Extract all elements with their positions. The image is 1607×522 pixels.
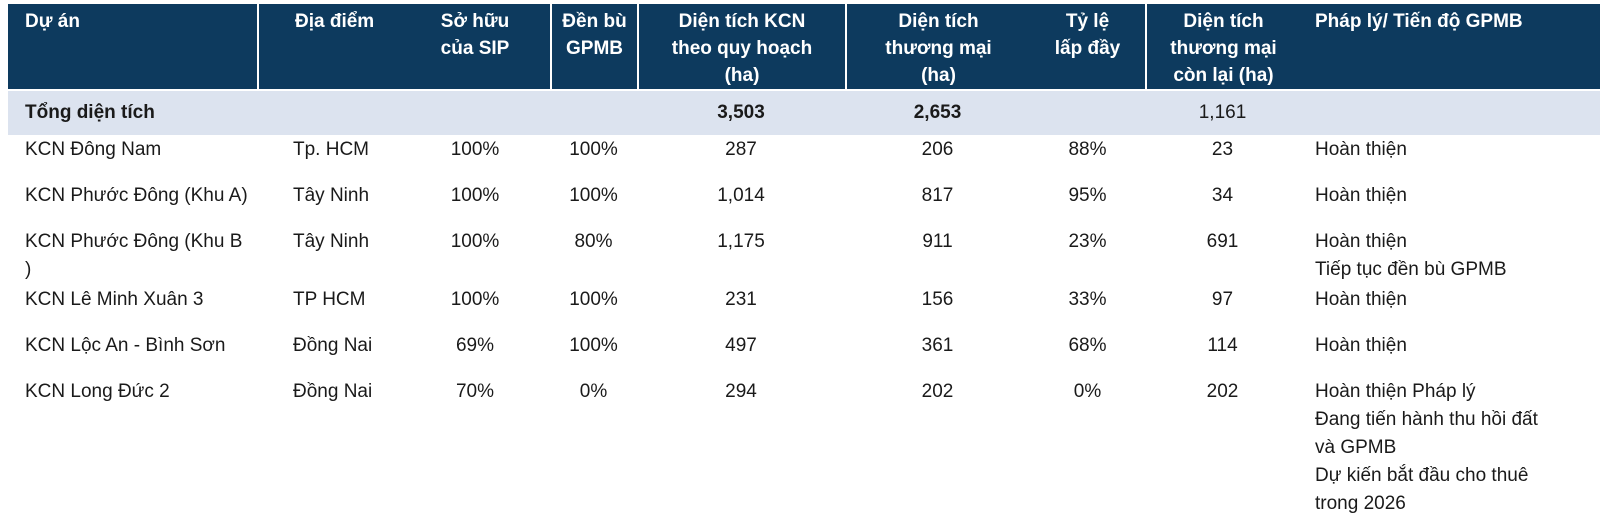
cell-sip_ownership: 70% [400,377,550,519]
cell-location: Tp. HCM [257,135,400,181]
cell-location: Đồng Nai [257,331,400,377]
cell-gpmb_compensation: 100% [550,181,637,227]
cell-planned_area: 231 [637,285,845,331]
cell-commercial_area: 911 [845,227,1030,285]
cell-project: KCN Đông Nam [8,135,257,181]
total-row: Tổng diện tích 3,503 2,653 1,161 [8,91,1600,135]
column-header-remaining_commercial_area: Diện tích thương mại còn lại (ha) [1145,4,1300,91]
cell-occupancy_rate: 33% [1030,285,1145,331]
column-header-location: Địa điểm [257,4,400,91]
total-cell-gpmb_compensation [550,91,637,135]
cell-project: KCN Lộc An - Bình Sơn [8,331,257,377]
cell-legal_status: Hoàn thiện [1300,285,1600,331]
cell-sip_ownership: 100% [400,181,550,227]
cell-gpmb_compensation: 100% [550,135,637,181]
cell-commercial_area: 817 [845,181,1030,227]
cell-commercial_area: 206 [845,135,1030,181]
industrial-parks-table: Dự án Địa điểm Sở hữu của SIP Đền bù GPMB Di… [8,4,1600,519]
column-header-sip_ownership: Sở hữu của SIP [400,4,550,91]
cell-remaining_commercial_area: 114 [1145,331,1300,377]
table-row: KCN Long Đức 2 Đồng Nai 70% 0% 294 202 0% 202 Ho… [8,377,1600,519]
cell-planned_area: 1,175 [637,227,845,285]
cell-gpmb_compensation: 0% [550,377,637,519]
cell-location: Tây Ninh [257,227,400,285]
cell-project: KCN Phước Đông (Khu B ) [8,227,257,285]
column-header-gpmb_compensation: Đền bù GPMB [550,4,637,91]
column-header-occupancy_rate: Tỷ lệ lấp đầy [1030,4,1145,91]
cell-planned_area: 497 [637,331,845,377]
industrial-parks-table-wrap: Dự án Địa điểm Sở hữu của SIP Đền bù GPMB Di… [8,4,1600,519]
cell-legal_status: Hoàn thiện [1300,331,1600,377]
cell-commercial_area: 361 [845,331,1030,377]
total-cell-occupancy_rate [1030,91,1145,135]
cell-gpmb_compensation: 100% [550,285,637,331]
table-row: KCN Phước Đông (Khu B ) Tây Ninh 100% 80% 1,… [8,227,1600,285]
cell-occupancy_rate: 95% [1030,181,1145,227]
cell-legal_status: Hoàn thiện Pháp lý Đang tiến hành thu hồ… [1300,377,1600,519]
cell-planned_area: 1,014 [637,181,845,227]
cell-sip_ownership: 100% [400,227,550,285]
total-cell-remaining_commercial_area: 1,161 [1145,91,1300,135]
table-row: KCN Đông Nam Tp. HCM 100% 100% 287 206 88% 23 Ho… [8,135,1600,181]
total-cell-location [257,91,400,135]
table-body: KCN Đông Nam Tp. HCM 100% 100% 287 206 88% 23 Ho… [8,135,1600,519]
cell-legal_status: Hoàn thiện [1300,135,1600,181]
cell-sip_ownership: 100% [400,135,550,181]
cell-project: KCN Phước Đông (Khu A) [8,181,257,227]
total-cell-planned_area: 3,503 [637,91,845,135]
cell-legal_status: Hoàn thiện Tiếp tục đền bù GPMB [1300,227,1600,285]
cell-commercial_area: 156 [845,285,1030,331]
total-cell-sip_ownership [400,91,550,135]
column-header-legal_status: Pháp lý/ Tiến độ GPMB [1300,4,1600,91]
total-cell-commercial_area: 2,653 [845,91,1030,135]
cell-remaining_commercial_area: 23 [1145,135,1300,181]
total-cell-legal_status [1300,91,1600,135]
cell-occupancy_rate: 68% [1030,331,1145,377]
cell-project: KCN Lê Minh Xuân 3 [8,285,257,331]
cell-legal_status: Hoàn thiện [1300,181,1600,227]
cell-location: Tây Ninh [257,181,400,227]
table-row: KCN Lộc An - Bình Sơn Đồng Nai 69% 100% 497 3… [8,331,1600,377]
total-cell-project: Tổng diện tích [8,91,257,135]
column-header-commercial_area: Diện tích thương mại (ha) [845,4,1030,91]
cell-gpmb_compensation: 100% [550,331,637,377]
cell-sip_ownership: 100% [400,285,550,331]
cell-occupancy_rate: 0% [1030,377,1145,519]
column-header-project: Dự án [8,4,257,91]
cell-occupancy_rate: 88% [1030,135,1145,181]
cell-location: TP HCM [257,285,400,331]
cell-sip_ownership: 69% [400,331,550,377]
cell-planned_area: 287 [637,135,845,181]
column-header-planned_area: Diện tích KCN theo quy hoạch (ha) [637,4,845,91]
cell-project: KCN Long Đức 2 [8,377,257,519]
cell-remaining_commercial_area: 97 [1145,285,1300,331]
cell-commercial_area: 202 [845,377,1030,519]
header-row: Dự án Địa điểm Sở hữu của SIP Đền bù GPMB Di… [8,4,1600,91]
cell-planned_area: 294 [637,377,845,519]
cell-remaining_commercial_area: 202 [1145,377,1300,519]
table-row: KCN Lê Minh Xuân 3 TP HCM 100% 100% 231 156 33… [8,285,1600,331]
cell-gpmb_compensation: 80% [550,227,637,285]
cell-remaining_commercial_area: 691 [1145,227,1300,285]
table-row: KCN Phước Đông (Khu A) Tây Ninh 100% 100% 1,… [8,181,1600,227]
cell-location: Đồng Nai [257,377,400,519]
cell-occupancy_rate: 23% [1030,227,1145,285]
cell-remaining_commercial_area: 34 [1145,181,1300,227]
